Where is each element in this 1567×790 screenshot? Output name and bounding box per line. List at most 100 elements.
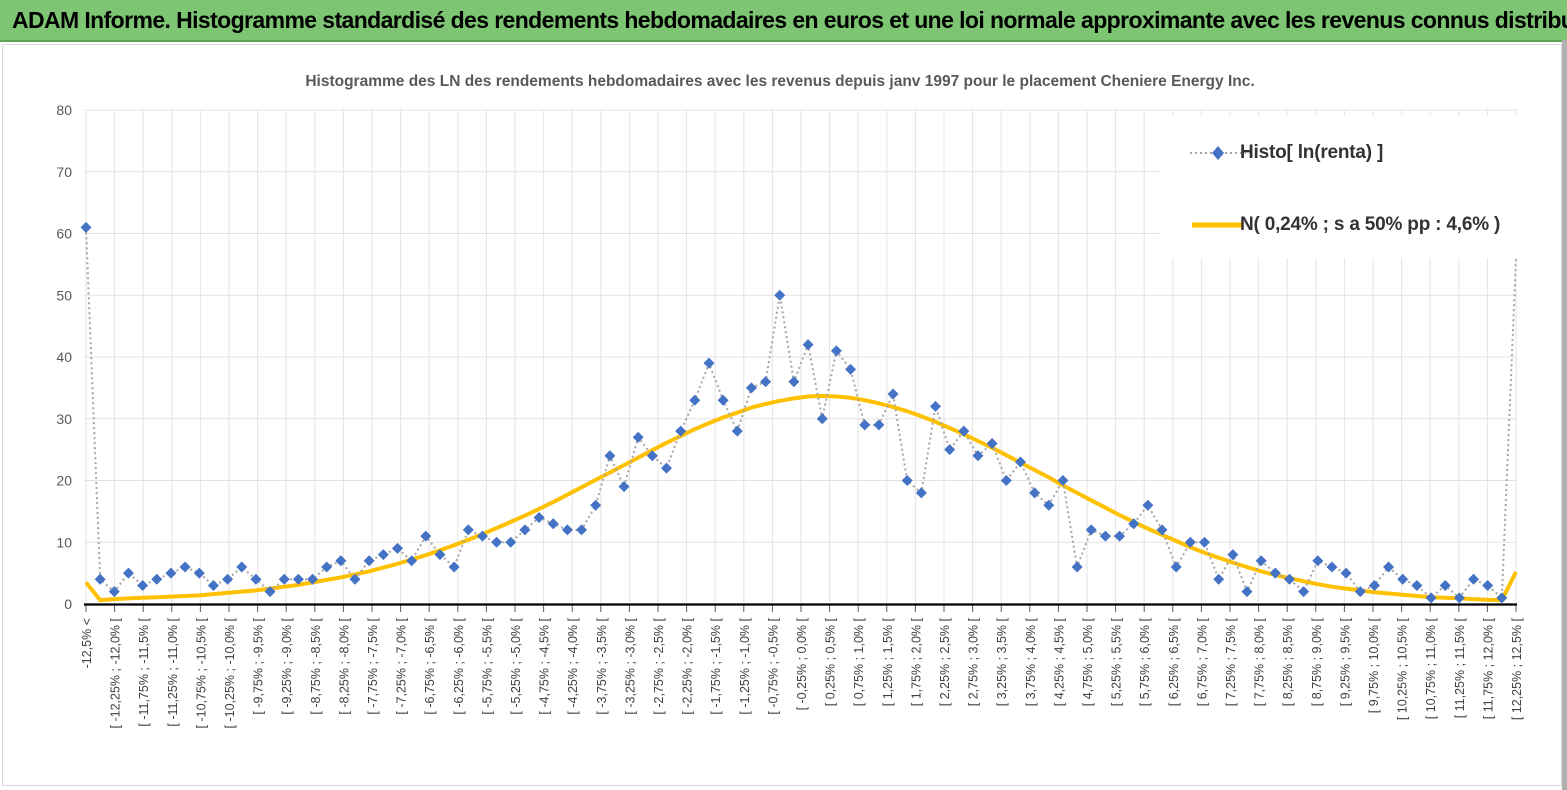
x-tick-label: [ -4,75% ; -4,5% [ (538, 617, 552, 714)
x-tick-label: [ 6,25% ; 6,5% [ (1167, 617, 1181, 706)
x-tick-label: [ -3,75% ; -3,5% [ (595, 617, 609, 714)
histogram-point (179, 561, 191, 573)
histogram-point (377, 549, 389, 561)
histogram-point (151, 573, 163, 585)
histogram-point (80, 221, 92, 233)
histogram-point (1057, 475, 1069, 486)
histogram-point (1156, 524, 1168, 536)
x-tick-label: -12,5% < (80, 618, 94, 668)
histogram-point (349, 573, 361, 585)
histogram-point (760, 376, 772, 388)
histogram-point (462, 524, 474, 536)
x-tick-label: [ -12,25% ; -12,0% [ (109, 617, 123, 728)
histogram-point (1312, 555, 1324, 567)
histogram-point (1184, 536, 1196, 548)
histogram-point (1326, 561, 1338, 573)
y-tick-label: 50 (56, 287, 72, 303)
y-tick-label: 10 (56, 534, 72, 550)
x-tick-label: [ -0,25% ; 0,0% [ (795, 617, 809, 710)
histogram-point (1029, 487, 1041, 499)
x-tick-label: [ 4,25% ; 4,5% [ (1052, 617, 1066, 706)
histogram-point (1170, 561, 1182, 573)
legend-normal-label: N( 0,24% ; s a 50% pp : 4,6% ) (1240, 214, 1501, 235)
histogram-point (1043, 499, 1055, 511)
histogram-point (94, 573, 106, 585)
histogram-point (1411, 579, 1423, 591)
x-tick-label: [ -2,75% ; -2,5% [ (652, 617, 666, 714)
y-tick-label: 0 (64, 596, 72, 612)
gridlines (84, 109, 1517, 604)
histogram-point (802, 339, 814, 351)
histogram-point (660, 462, 672, 474)
histogram-point (561, 524, 573, 536)
histogram-point (547, 518, 559, 530)
histogram-point (1283, 573, 1295, 585)
y-tick-label: 40 (56, 349, 72, 365)
x-tick-label: [ -7,25% ; -7,0% [ (395, 617, 409, 714)
x-tick-label: [ 3,75% ; 4,0% [ (1024, 617, 1038, 706)
histogram-point (137, 579, 149, 591)
x-tick-label: [ 0,25% ; 0,5% [ (824, 617, 838, 706)
chart-title: Histogramme des LN des rendements hebdom… (305, 73, 1254, 90)
histogram-point (122, 567, 134, 579)
histogram-point (1255, 555, 1267, 567)
histogram-point (604, 450, 616, 462)
histogram-point (1354, 586, 1366, 598)
x-tick-label: [ 2,75% ; 3,0% [ (967, 617, 981, 706)
histogram-point (618, 481, 630, 493)
x-tick-label: [ 7,25% ; 7,5% [ (1224, 617, 1238, 706)
x-tick-label: [ -8,75% ; -8,5% [ (309, 617, 323, 714)
title-banner: ADAM Informe. Histogramme standardisé de… (0, 0, 1567, 42)
histogram-point (646, 450, 658, 462)
x-tick-label: [ 5,75% ; 6,0% [ (1138, 617, 1152, 706)
banner-title: ADAM Informe. Histogramme standardisé de… (12, 7, 1567, 33)
histogram-point (505, 536, 517, 548)
histogram-point (533, 512, 545, 524)
histogram-point (703, 357, 715, 369)
histogram-point (576, 524, 588, 536)
histogram-point (1368, 579, 1380, 591)
histogram-point (632, 431, 644, 443)
histogram-point (236, 561, 248, 573)
histogram-point (1071, 561, 1083, 573)
x-tick-label: [ 8,25% ; 8,5% [ (1281, 617, 1295, 706)
histogram-point (1000, 475, 1012, 486)
x-tick-label: [ -8,25% ; -8,0% [ (337, 617, 351, 714)
histogram-point (420, 530, 432, 542)
histogram-point (774, 289, 786, 301)
x-tick-label: [ -9,25% ; -9,0% [ (280, 617, 294, 714)
x-tick-label: [ -11,25% ; -11,0% [ (166, 617, 180, 726)
x-tick-label: [ -10,75% ; -10,5% [ (194, 617, 208, 728)
legend-histo-swatch (1190, 146, 1246, 160)
x-tick-label: [ 11,75% ; 12,0% [ (1481, 617, 1495, 719)
histogram-point (944, 444, 956, 456)
histogram-point (519, 524, 531, 536)
x-axis-ticks: -12,5% < [ -12,25% ; -12,0% [[ -11,75% ; … (80, 604, 1524, 728)
histogram-point (491, 536, 503, 548)
histogram-point (406, 555, 418, 567)
histogram-point (1114, 530, 1126, 542)
histogram-point (731, 425, 743, 437)
histogram-point (830, 345, 842, 357)
y-tick-label: 80 (56, 102, 72, 118)
histogram-point (1468, 573, 1480, 585)
histogram-point (391, 542, 403, 554)
histogram-point (859, 419, 871, 431)
histogram-point (1496, 592, 1508, 604)
x-tick-label: [ -9,75% ; -9,5% [ (252, 617, 266, 714)
histogram-series (80, 221, 1517, 604)
histogram-point (689, 394, 701, 406)
y-tick-label: 20 (56, 473, 72, 489)
histogram-point (986, 437, 998, 449)
histogram-point (1439, 579, 1451, 591)
histogram-point (434, 549, 446, 561)
histogram-point (887, 388, 899, 400)
histogram-point (1383, 561, 1395, 573)
histogram-point (717, 394, 729, 406)
histogram-point (845, 363, 857, 375)
histogram-point (108, 586, 120, 598)
histogram-point (745, 382, 757, 394)
histogram-point (1298, 586, 1310, 598)
histogram-point (250, 573, 262, 585)
